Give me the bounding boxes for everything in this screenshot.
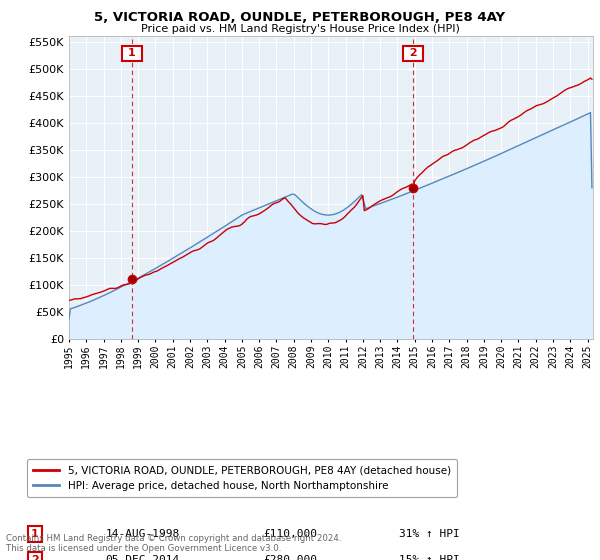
Text: 1: 1 [124,49,139,58]
Text: 5, VICTORIA ROAD, OUNDLE, PETERBOROUGH, PE8 4AY: 5, VICTORIA ROAD, OUNDLE, PETERBOROUGH, … [94,11,506,24]
Legend: 5, VICTORIA ROAD, OUNDLE, PETERBOROUGH, PE8 4AY (detached house), HPI: Average p: 5, VICTORIA ROAD, OUNDLE, PETERBOROUGH, … [27,459,457,497]
Text: 05-DEC-2014: 05-DEC-2014 [106,554,180,560]
Text: £110,000: £110,000 [263,529,317,539]
Text: Contains HM Land Registry data © Crown copyright and database right 2024.
This d: Contains HM Land Registry data © Crown c… [6,534,341,553]
Text: Price paid vs. HM Land Registry's House Price Index (HPI): Price paid vs. HM Land Registry's House … [140,24,460,34]
Text: 2: 2 [406,49,421,58]
Text: 2: 2 [31,554,39,560]
Text: £280,000: £280,000 [263,554,317,560]
Text: 14-AUG-1998: 14-AUG-1998 [106,529,180,539]
Text: 15% ↑ HPI: 15% ↑ HPI [399,554,460,560]
Text: 31% ↑ HPI: 31% ↑ HPI [399,529,460,539]
Text: 1: 1 [31,529,39,539]
